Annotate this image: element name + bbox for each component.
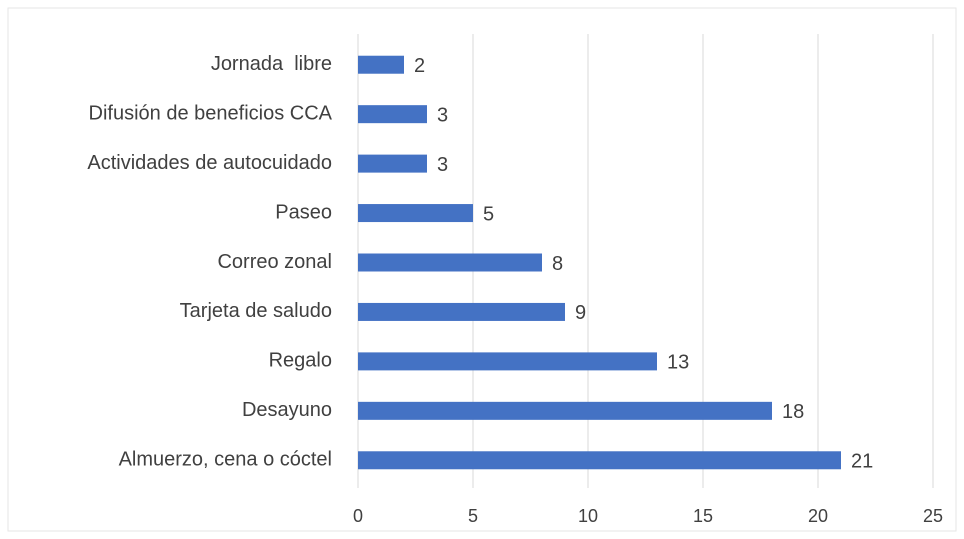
bar	[358, 451, 841, 470]
bar	[358, 154, 427, 173]
value-label: 3	[437, 104, 448, 126]
x-tick-label: 15	[693, 506, 713, 526]
value-label: 13	[667, 352, 689, 374]
value-label: 18	[782, 401, 804, 423]
x-tick-label: 20	[808, 506, 828, 526]
bar	[358, 401, 772, 420]
value-label: 21	[851, 451, 873, 473]
chart-frame	[7, 7, 957, 532]
y-tick-label: Jornada libre	[211, 53, 332, 75]
bar	[358, 352, 657, 371]
value-label: 8	[552, 253, 563, 275]
bar	[358, 55, 404, 74]
x-tick-label: 5	[468, 506, 478, 526]
bar	[358, 302, 565, 321]
bar	[358, 105, 427, 124]
y-tick-label: Almuerzo, cena o cóctel	[119, 449, 332, 471]
x-tick-label: 0	[353, 506, 363, 526]
y-tick-label: Actividades de autocuidado	[87, 152, 332, 174]
y-tick-label: Desayuno	[242, 399, 332, 421]
value-label: 5	[483, 203, 494, 225]
value-label: 2	[414, 55, 425, 77]
x-tick-label: 25	[923, 506, 943, 526]
y-tick-label: Regalo	[269, 350, 332, 372]
y-tick-label: Paseo	[275, 201, 332, 223]
value-label: 9	[575, 302, 586, 324]
y-tick-label: Tarjeta de saludo	[180, 300, 332, 322]
bar	[358, 253, 542, 272]
y-tick-label: Correo zonal	[217, 251, 332, 273]
x-tick-label: 10	[578, 506, 598, 526]
bar	[358, 204, 473, 223]
value-label: 3	[437, 154, 448, 176]
y-tick-label: Difusión de beneficios CCA	[89, 102, 333, 124]
